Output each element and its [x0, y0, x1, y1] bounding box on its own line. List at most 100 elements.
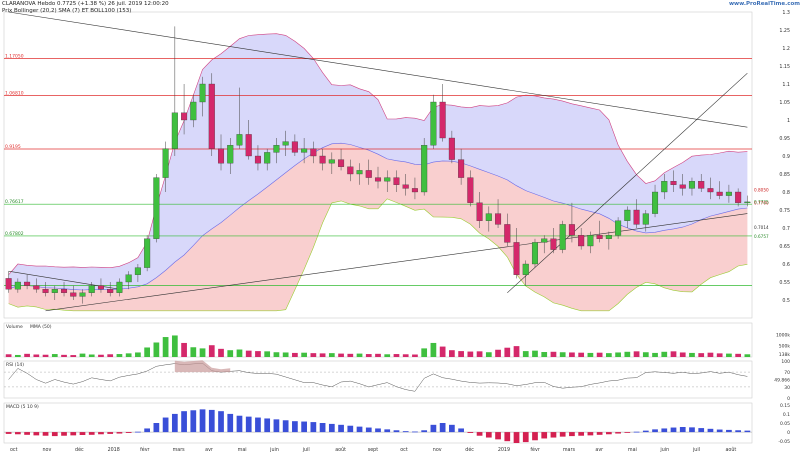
volume-bar-70 [652, 352, 658, 357]
macd-bar-79 [735, 430, 742, 433]
macd-bar-74 [689, 427, 695, 433]
candle-body-62 [578, 235, 585, 247]
price-tick-16: 0.5 [782, 298, 790, 304]
candle-body-9 [88, 285, 95, 293]
macd-bar-52 [485, 432, 492, 438]
volume-bar-63 [587, 352, 594, 357]
macd-bar-73 [679, 427, 686, 433]
macd-bar-6 [61, 432, 67, 436]
macd-bar-43 [402, 431, 409, 433]
macd-bar-17 [162, 417, 169, 433]
macd-bar-48 [449, 424, 455, 433]
brand-logo[interactable]: www.ProRealTime.com [728, 1, 800, 7]
macd-bar-5 [51, 432, 58, 437]
candle-body-37 [347, 166, 354, 175]
bollinger-mid-line [8, 142, 748, 291]
macd-bar-19 [181, 411, 187, 433]
macd-tick-0: 0.15 [780, 403, 790, 409]
macd-bar-40 [375, 428, 381, 433]
candle-body-8 [79, 292, 86, 297]
volume-bar-26 [245, 350, 252, 357]
macd-bar-62 [578, 432, 585, 436]
macd-bar-20 [190, 410, 197, 433]
rsi-tick-1: 70 [784, 370, 790, 376]
volume-bar-4 [42, 354, 49, 357]
volume-bar-56 [522, 351, 529, 357]
volume-bar-43 [402, 354, 409, 357]
candle-body-69 [642, 213, 649, 225]
price-right-label-1: 0.7725 [754, 199, 769, 204]
price-tick-0: 1.3 [782, 10, 790, 16]
candle-body-22 [208, 83, 215, 149]
candle-body-52 [485, 213, 492, 221]
x-label-4: févr [140, 446, 149, 453]
candle-body-64 [596, 235, 603, 239]
volume-bar-29 [273, 352, 280, 357]
volume-bar-46 [430, 342, 437, 357]
candle-body-74 [688, 181, 695, 189]
macd-bar-13 [125, 432, 132, 433]
candle-body-66 [615, 220, 622, 236]
x-label-5: mars [173, 447, 186, 453]
macd-bar-27 [255, 417, 261, 433]
volume-bar-64 [596, 352, 603, 357]
price-tick-15: 0.55 [779, 280, 790, 286]
candle-body-29 [273, 145, 280, 153]
volume-bar-40 [375, 353, 381, 357]
rsi-label: RSI (14) [6, 362, 24, 368]
candle-body-17 [162, 148, 169, 178]
rsi-tick-0: 100 [781, 359, 790, 365]
macd-bar-29 [273, 419, 280, 433]
trendline-descending [8, 11, 748, 128]
volume-bar-73 [679, 352, 686, 357]
candle-body-35 [328, 159, 335, 164]
volume-bar-18 [171, 335, 178, 357]
macd-bar-15 [144, 428, 150, 433]
candle-body-61 [568, 224, 575, 236]
candle-body-75 [698, 181, 705, 189]
rsi-overbought-area [174, 360, 231, 373]
macd-bar-35 [328, 423, 335, 433]
macd-bar-46 [430, 424, 437, 433]
macd-bar-66 [615, 432, 621, 434]
price-right-label-0: 0.7700 [754, 200, 769, 205]
macd-bar-7 [70, 432, 77, 436]
level-label-3: 0.76617 [5, 199, 24, 205]
axes-layer: 1.17050 1.06810 0.9195 0.76617 0.67802 1.3 1.2… [5, 10, 790, 453]
candle-body-46 [430, 101, 437, 146]
x-label-20: juin [659, 447, 669, 453]
volume-bar-27 [255, 351, 261, 357]
volume-bar-51 [476, 351, 483, 357]
candle-body-49 [458, 159, 465, 178]
macd-bar-8 [79, 432, 86, 435]
rsi-tick-4: 0 [787, 396, 790, 402]
candle-body-80 [744, 201, 751, 204]
volume-bar-38 [356, 353, 363, 357]
price-panel-frame [3, 11, 753, 319]
candle-body-32 [301, 148, 308, 153]
volume-bar-55 [513, 346, 520, 357]
volume-bar-50 [467, 351, 474, 357]
macd-bar-24 [227, 413, 234, 433]
x-label-14: déc [465, 446, 474, 453]
candle-body-6 [61, 289, 68, 293]
x-label-7: mai [238, 447, 247, 453]
price-right-label-3: 0.7014 [754, 225, 769, 230]
price-tick-5: 1.05 [779, 100, 790, 106]
macd-bar-22 [208, 409, 215, 433]
macd-bar-59 [550, 432, 557, 438]
volume-bar-1 [14, 354, 21, 357]
volume-bar-5 [51, 354, 58, 357]
macd-label: MACD (5 10 9) [6, 404, 39, 410]
macd-bar-44 [412, 431, 418, 433]
macd-bar-37 [347, 425, 354, 433]
candle-body-54 [504, 224, 511, 243]
volume-bar-3 [33, 354, 40, 357]
macd-bar-28 [264, 418, 271, 433]
macd-bar-39 [365, 427, 372, 433]
candle-body-78 [725, 191, 732, 196]
volume-bar-68 [633, 351, 640, 357]
macd-bar-76 [707, 428, 714, 433]
macd-bar-70 [652, 429, 658, 433]
